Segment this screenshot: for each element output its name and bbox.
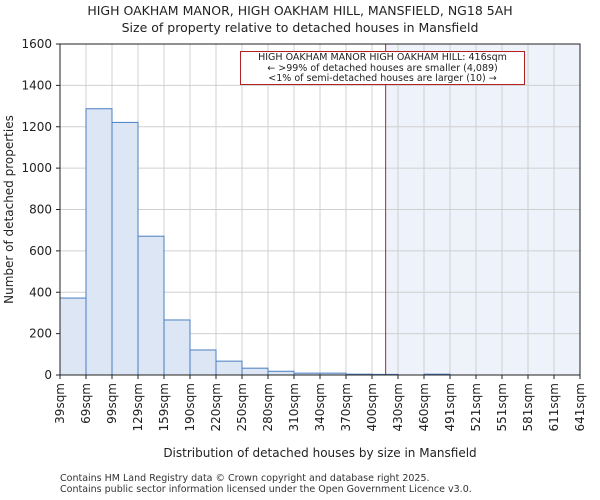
x-tick-label: 340sqm [313, 383, 327, 431]
x-tick-label: 310sqm [287, 383, 301, 431]
histogram-bar [163, 319, 191, 376]
annotation-line-2: ← >99% of detached houses are smaller (4… [267, 62, 498, 74]
chart-title: HIGH OAKHAM MANOR, HIGH OAKHAM HILL, MAN… [87, 3, 513, 18]
x-tick-label: 400sqm [365, 383, 379, 431]
x-tick-label: 129sqm [131, 383, 145, 431]
x-tick-label: 250sqm [235, 383, 249, 431]
annotation-line-1: HIGH OAKHAM MANOR HIGH OAKHAM HILL: 416s… [258, 52, 507, 63]
chart-subtitle: Size of property relative to detached ho… [121, 20, 479, 35]
x-tick-label: 581sqm [521, 383, 535, 431]
histogram-bar [215, 360, 243, 376]
x-axis-label: Distribution of detached houses by size … [163, 446, 476, 460]
x-tick-label: 430sqm [391, 383, 405, 431]
y-tick-label: 0 [44, 368, 52, 382]
x-tick-label: 39sqm [53, 383, 67, 424]
y-tick-label: 1600 [21, 37, 52, 51]
histogram-bar [85, 108, 113, 376]
histogram-bar [189, 349, 217, 376]
x-tick-label: 280sqm [261, 383, 275, 431]
histogram-bar [111, 121, 139, 376]
y-tick-label: 1000 [21, 161, 52, 175]
x-tick-label: 69sqm [79, 383, 93, 424]
footer-line-2: Contains public sector information licen… [60, 484, 472, 495]
y-tick-label: 1200 [21, 120, 52, 134]
x-tick-label: 99sqm [105, 383, 119, 424]
histogram-bar [59, 297, 87, 376]
y-tick-label: 400 [29, 285, 52, 299]
x-tick-label: 611sqm [547, 383, 561, 431]
x-tick-label: 370sqm [339, 383, 353, 431]
annotation-box: HIGH OAKHAM MANOR HIGH OAKHAM HILL: 416s… [240, 51, 525, 85]
histogram-bar [137, 235, 165, 376]
y-tick-label: 800 [29, 203, 52, 217]
x-tick-label: 159sqm [157, 383, 171, 431]
x-tick-label: 521sqm [469, 383, 483, 431]
histogram-bar [241, 367, 269, 376]
x-tick-label: 190sqm [183, 383, 197, 431]
histogram-bar [267, 370, 295, 376]
y-axis-label: Number of detached properties [2, 115, 16, 304]
y-tick-label: 200 [29, 327, 52, 341]
y-tick-label: 1400 [21, 78, 52, 92]
x-tick-label: 460sqm [417, 383, 431, 431]
y-tick-label: 600 [29, 244, 52, 258]
x-tick-label: 551sqm [495, 383, 509, 431]
x-tick-label: 491sqm [443, 383, 457, 431]
annotation-line-3: <1% of semi-detached houses are larger (… [268, 73, 497, 84]
x-tick-label: 220sqm [209, 383, 223, 431]
x-tick-label: 641sqm [573, 383, 587, 431]
footer-line-1: Contains HM Land Registry data © Crown c… [60, 473, 430, 484]
